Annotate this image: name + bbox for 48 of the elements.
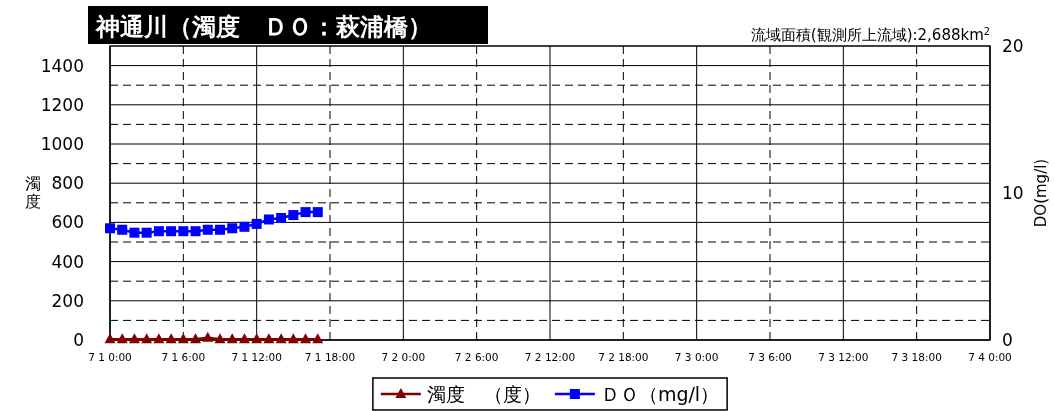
y-tick-label: 1200: [40, 94, 84, 115]
point: [202, 224, 213, 235]
point: [215, 224, 225, 235]
chart-title: 神通川（濁度 ＤＯ：萩浦橋）: [95, 13, 432, 41]
x-tick-label: 7 3 0:00: [674, 351, 719, 363]
point: [276, 212, 287, 223]
point: [300, 207, 311, 218]
point: [117, 224, 128, 235]
point: [251, 218, 262, 229]
point: [129, 227, 140, 238]
point: [227, 223, 238, 234]
text: 流域面積(観測所上流域):2,688km$^{2}$: [750, 25, 990, 44]
x-tick-label: 7 2 12:00: [524, 351, 576, 363]
x-tick-label: 7 3 18:00: [891, 351, 942, 363]
y-tick-label: 400: [51, 251, 84, 272]
y2-tick-label: 10: [1002, 183, 1024, 203]
point: [312, 207, 323, 218]
x-tick-label: 7 4 0:00: [968, 351, 1012, 363]
point: [105, 223, 115, 234]
point: [141, 227, 152, 238]
point: [288, 210, 299, 221]
point: [153, 226, 164, 237]
y2-tick-label: 20: [1002, 36, 1024, 56]
point: [178, 226, 189, 237]
x-tick-label: 7 3 12:00: [818, 351, 869, 363]
y-tick-label: 800: [51, 173, 84, 194]
y-tick-label: 1000: [40, 134, 84, 154]
y-tick-label: 600: [51, 212, 84, 233]
y2-axis-title: DO(mg/l): [1032, 158, 1050, 228]
y-tick-label: 0: [73, 330, 84, 350]
point: [166, 226, 177, 237]
legend-label: 濁度 （度）: [426, 383, 541, 405]
point: [190, 226, 201, 237]
legend-label: ＤＯ（mg/l）: [600, 383, 720, 405]
y-axis-title: 濁度: [25, 174, 41, 211]
point: [239, 221, 250, 232]
x-tick-label: 7 2 18:00: [598, 351, 649, 363]
point: [263, 214, 274, 225]
x-tick-label: 7 1 18:00: [304, 351, 356, 363]
x-tick-label: 7 2 6:00: [454, 351, 499, 363]
x-tick-label: 7 1 0:00: [88, 351, 132, 363]
y-tick-label: 200: [51, 290, 84, 311]
x-tick-label: 7 2 0:00: [381, 351, 426, 363]
x-tick-label: 7 1 6:00: [161, 351, 206, 363]
x-tick-label: 7 3 6:00: [748, 351, 792, 363]
y2-tick-label: 0: [1002, 330, 1013, 350]
x-tick-label: 7 1 12:00: [231, 351, 282, 363]
y-tick-label: 1400: [40, 55, 84, 76]
